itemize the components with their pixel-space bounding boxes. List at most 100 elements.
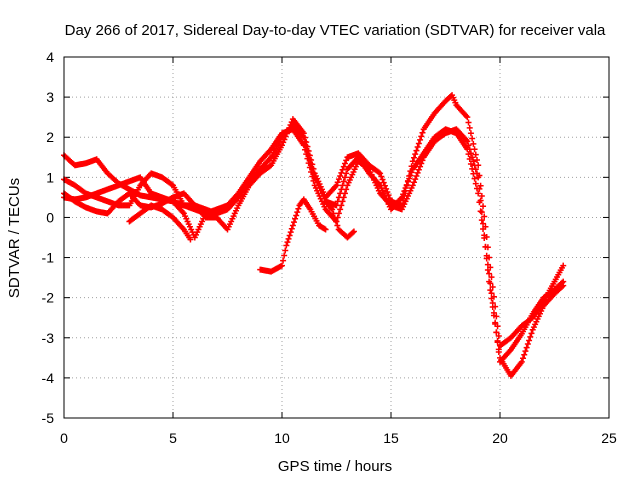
- data-point: [472, 166, 479, 173]
- data-point: [290, 219, 297, 226]
- data-point: [520, 355, 527, 362]
- data-point: [409, 182, 416, 189]
- data-point: [341, 160, 348, 167]
- data-point: [295, 205, 302, 212]
- data-points: [61, 92, 567, 379]
- data-point: [402, 185, 409, 192]
- data-point: [470, 158, 477, 165]
- series-day-5: [126, 202, 194, 243]
- data-point: [409, 158, 416, 165]
- data-point: [560, 262, 567, 269]
- data-point: [406, 175, 413, 182]
- data-point: [335, 210, 342, 217]
- data-point: [417, 136, 424, 143]
- data-point: [465, 119, 472, 126]
- data-point: [477, 208, 484, 215]
- data-point: [340, 194, 347, 201]
- data-point: [349, 229, 356, 236]
- data-point: [480, 220, 487, 227]
- x-tick-label: 15: [383, 430, 399, 446]
- data-point: [309, 173, 316, 180]
- data-point: [341, 190, 348, 197]
- data-point: [469, 154, 476, 161]
- data-point: [489, 283, 496, 290]
- data-point: [523, 344, 530, 351]
- data-point: [473, 170, 480, 177]
- data-point: [303, 151, 310, 158]
- data-point: [414, 144, 421, 151]
- data-point: [413, 172, 420, 179]
- data-point: [415, 140, 422, 147]
- y-tick-label: 4: [46, 49, 54, 65]
- data-point: [486, 270, 493, 277]
- data-point: [187, 236, 194, 243]
- data-point: [478, 209, 485, 216]
- data-point: [528, 330, 535, 337]
- data-point: [407, 172, 414, 179]
- data-point: [465, 142, 472, 149]
- data-point: [379, 176, 386, 183]
- data-point: [343, 157, 350, 164]
- data-point: [335, 176, 342, 183]
- data-point: [484, 267, 491, 274]
- data-point: [408, 169, 415, 176]
- data-point: [343, 186, 350, 193]
- data-point: [467, 130, 474, 137]
- x-axis-label: GPS time / hours: [278, 458, 392, 475]
- data-point: [283, 242, 290, 249]
- data-point: [488, 290, 495, 297]
- data-point: [337, 172, 344, 179]
- data-point: [404, 178, 411, 185]
- chart-title: Day 266 of 2017, Sidereal Day-to-day VTE…: [65, 22, 606, 39]
- series-day-3: [61, 126, 567, 379]
- data-point: [330, 210, 337, 217]
- data-point: [282, 247, 289, 254]
- data-point: [377, 170, 384, 177]
- data-point: [213, 214, 220, 221]
- data-point: [481, 232, 488, 239]
- data-point: [300, 134, 307, 141]
- data-point: [331, 214, 338, 221]
- data-point: [475, 174, 482, 181]
- series-day-6: [257, 196, 329, 275]
- data-point: [464, 114, 471, 121]
- data-point: [411, 154, 418, 161]
- data-point: [383, 185, 390, 192]
- data-point: [400, 191, 407, 198]
- x-tick-label: 0: [60, 430, 68, 446]
- data-point: [484, 261, 491, 268]
- data-point: [414, 169, 421, 176]
- data-point: [477, 197, 484, 204]
- data-point: [350, 228, 357, 235]
- data-point: [284, 239, 291, 246]
- x-tick-label: 20: [492, 430, 508, 446]
- data-point: [305, 160, 312, 167]
- data-point: [475, 190, 482, 197]
- data-point: [470, 140, 477, 147]
- data-point: [471, 162, 478, 169]
- data-point: [280, 257, 287, 264]
- data-point: [302, 146, 309, 153]
- data-point: [375, 169, 382, 176]
- data-point: [334, 179, 341, 186]
- data-point: [415, 166, 422, 173]
- data-point: [466, 124, 473, 131]
- data-point: [558, 283, 565, 290]
- data-point: [492, 320, 499, 327]
- data-point: [471, 175, 478, 182]
- x-tick-label: 25: [601, 430, 617, 446]
- data-point: [478, 193, 485, 200]
- data-point: [489, 304, 496, 311]
- data-point: [490, 312, 497, 319]
- data-point: [472, 151, 479, 158]
- data-point: [384, 189, 391, 196]
- data-point: [285, 235, 292, 242]
- data-point: [418, 160, 425, 167]
- data-point: [476, 185, 483, 192]
- data-point: [488, 295, 495, 302]
- y-tick-label: -3: [42, 330, 55, 346]
- data-point: [467, 150, 474, 157]
- y-tick-label: 3: [46, 89, 54, 105]
- data-point: [334, 222, 341, 229]
